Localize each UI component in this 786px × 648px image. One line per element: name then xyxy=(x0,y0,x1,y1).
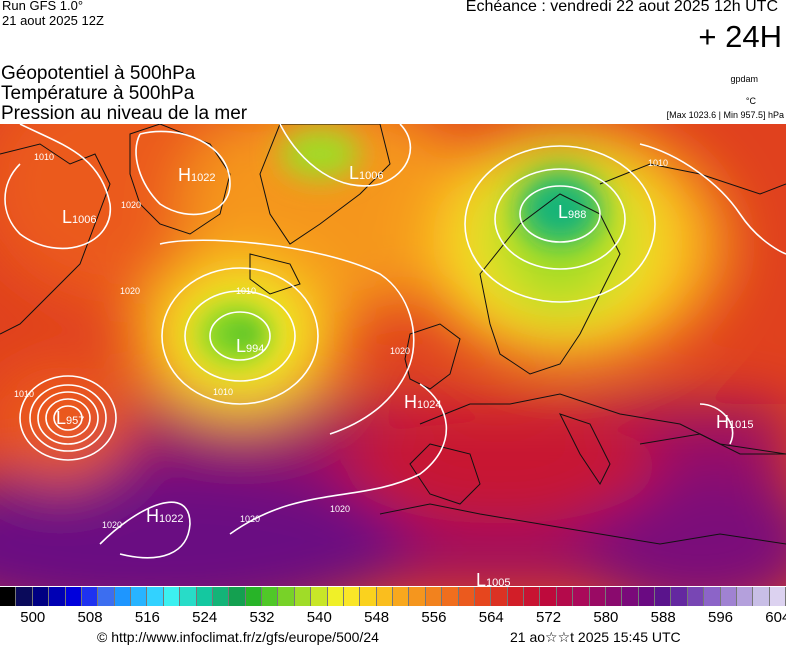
scale-swatch xyxy=(507,587,524,606)
scale-swatch xyxy=(294,587,312,606)
scale-swatch xyxy=(409,587,426,606)
scale-swatch xyxy=(540,587,557,606)
pressure-extremes: [Max 1023.6 | Min 957.5] hPa xyxy=(666,110,784,120)
scale-swatch xyxy=(81,587,99,606)
isobar-label: 1020 xyxy=(121,200,141,210)
scale-swatch xyxy=(458,587,475,606)
scale-swatch xyxy=(524,587,541,606)
scale-tick-label: 564 xyxy=(478,609,504,626)
scale-swatch xyxy=(196,587,213,606)
scale-swatch xyxy=(114,587,131,606)
scale-swatch xyxy=(0,587,17,606)
scale-swatch xyxy=(720,587,737,606)
scale-swatch xyxy=(212,587,230,606)
scale-swatch xyxy=(671,587,688,606)
isobar-label: 1020 xyxy=(240,514,260,524)
forecast-lead-time: + 24H xyxy=(698,19,782,54)
scale-tick-label: 572 xyxy=(536,609,562,626)
field-title-temperature: Température à 500hPa xyxy=(1,83,195,104)
scale-swatch xyxy=(589,587,606,606)
isobars xyxy=(4,124,786,559)
scale-tick-label: 500 xyxy=(20,609,46,626)
isobar-value-labels: 1010 1020 1010 1010 1010 1010 1020 1020 … xyxy=(14,152,668,530)
scale-swatch xyxy=(98,587,115,606)
scale-tick-label: 588 xyxy=(650,609,676,626)
isobar-label: 1020 xyxy=(330,504,350,514)
scale-swatch xyxy=(425,587,443,606)
isobar-label: 1020 xyxy=(390,346,410,356)
scale-swatch xyxy=(262,587,279,606)
isobar-label: 1010 xyxy=(648,158,668,168)
scale-swatch xyxy=(229,587,246,606)
scale-swatch xyxy=(442,587,459,606)
scale-swatch xyxy=(573,587,590,606)
isobar-label: 1010 xyxy=(34,152,54,162)
scale-swatch xyxy=(147,587,164,606)
run-time: 21 aout 2025 12Z xyxy=(2,13,104,28)
scale-tick-label: 548 xyxy=(364,609,390,626)
field-title-pressure: Pression au niveau de la mer xyxy=(1,103,248,124)
scale-swatch xyxy=(393,587,410,606)
isobar-label: 1010 xyxy=(14,389,34,399)
scale-swatch xyxy=(163,587,181,606)
scale-tick-label: 580 xyxy=(593,609,619,626)
geopotential-field xyxy=(0,124,786,586)
color-scale-bar xyxy=(0,587,786,606)
scale-tick-label: 508 xyxy=(77,609,103,626)
scale-tick-label: 604 xyxy=(765,609,786,626)
scale-tick-label: 540 xyxy=(306,609,332,626)
run-label: Run GFS 1.0° xyxy=(2,0,84,13)
scale-swatch xyxy=(736,587,754,606)
isobar-label: 1020 xyxy=(102,520,122,530)
field-title-geopotential: Géopotentiel à 500hPa xyxy=(1,63,196,84)
scale-swatch xyxy=(32,587,50,606)
scale-swatch xyxy=(687,587,705,606)
scale-swatch xyxy=(360,587,377,606)
scale-tick-label: 524 xyxy=(192,609,218,626)
pressure-center-labels: L1006 H1022 L1006 L988 L994 L957 H1024 H… xyxy=(56,163,753,586)
isobar-label: 1010 xyxy=(213,387,233,397)
scale-swatch xyxy=(245,587,262,606)
unit-gpdam: gpdam xyxy=(730,74,758,84)
scale-swatch xyxy=(49,587,66,606)
scale-tick-label: 556 xyxy=(421,609,447,626)
scale-swatch xyxy=(278,587,295,606)
scale-swatch xyxy=(376,587,393,606)
scale-swatch xyxy=(655,587,672,606)
scale-swatch xyxy=(327,587,344,606)
scale-swatch xyxy=(638,587,655,606)
scale-swatch xyxy=(474,587,492,606)
scale-swatch xyxy=(753,587,770,606)
isobar-label: 1020 xyxy=(120,286,140,296)
scale-swatch xyxy=(311,587,328,606)
copyright-link[interactable]: © http://www.infoclimat.fr/z/gfs/europe/… xyxy=(97,629,379,645)
weather-map: L1006 H1022 L1006 L988 L994 L957 H1024 H… xyxy=(0,124,786,586)
scale-swatch xyxy=(180,587,197,606)
scale-tick-label: 532 xyxy=(249,609,275,626)
generation-timestamp: 21 ao☆☆t 2025 15:45 UTC xyxy=(510,629,681,645)
scale-tick-label: 516 xyxy=(134,609,160,626)
scale-swatch xyxy=(343,587,361,606)
isobar-label: 1010 xyxy=(236,286,256,296)
scale-tick-label: 596 xyxy=(707,609,734,626)
scale-swatch xyxy=(769,587,786,606)
scale-swatch xyxy=(556,587,574,606)
unit-celsius: °C xyxy=(745,96,756,106)
scale-swatch xyxy=(16,587,33,606)
scale-swatch xyxy=(704,587,721,606)
scale-swatch xyxy=(622,587,639,606)
scale-swatch xyxy=(605,587,623,606)
scale-swatch xyxy=(131,587,148,606)
scale-swatch xyxy=(65,587,82,606)
scale-swatch xyxy=(491,587,508,606)
forecast-valid-time: Echéance : vendredi 22 aout 2025 12h UTC xyxy=(465,0,778,15)
